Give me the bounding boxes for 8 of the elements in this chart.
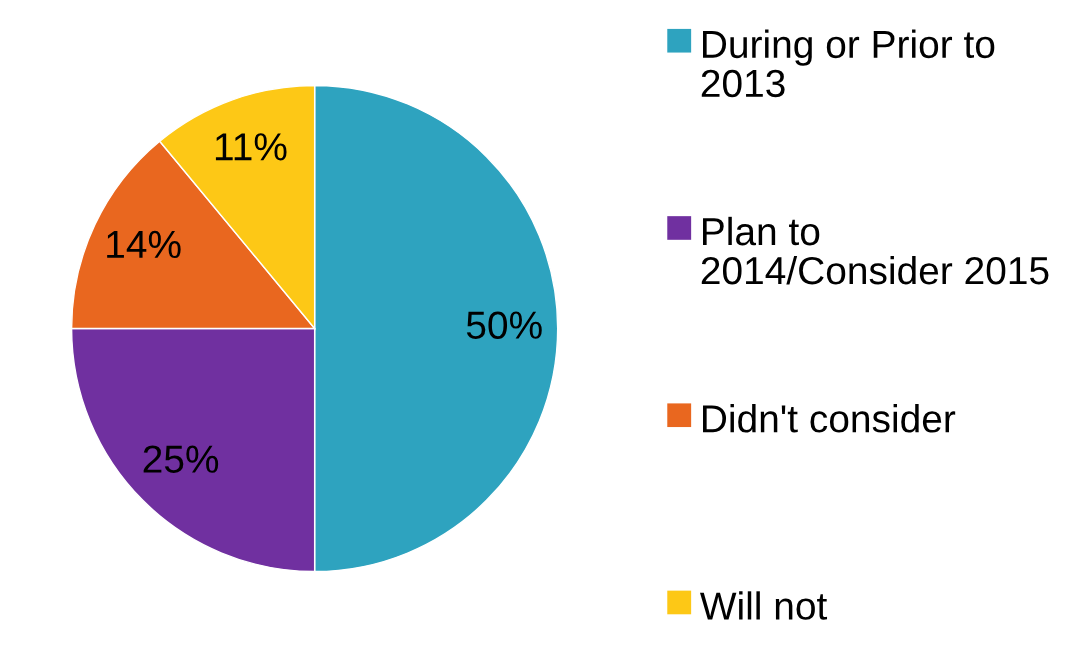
legend-label: During or Prior to 2013 (701, 29, 995, 98)
data-label: 50% (466, 311, 542, 339)
data-label: 25% (143, 445, 219, 473)
data-label: 14% (107, 230, 181, 259)
legend-label: Plan to 2014/Consider 2015 (701, 216, 1049, 285)
legend-label: Will not (700, 591, 828, 620)
legend-label: Didn't consider (703, 404, 956, 433)
data-label: 11% (215, 133, 287, 161)
